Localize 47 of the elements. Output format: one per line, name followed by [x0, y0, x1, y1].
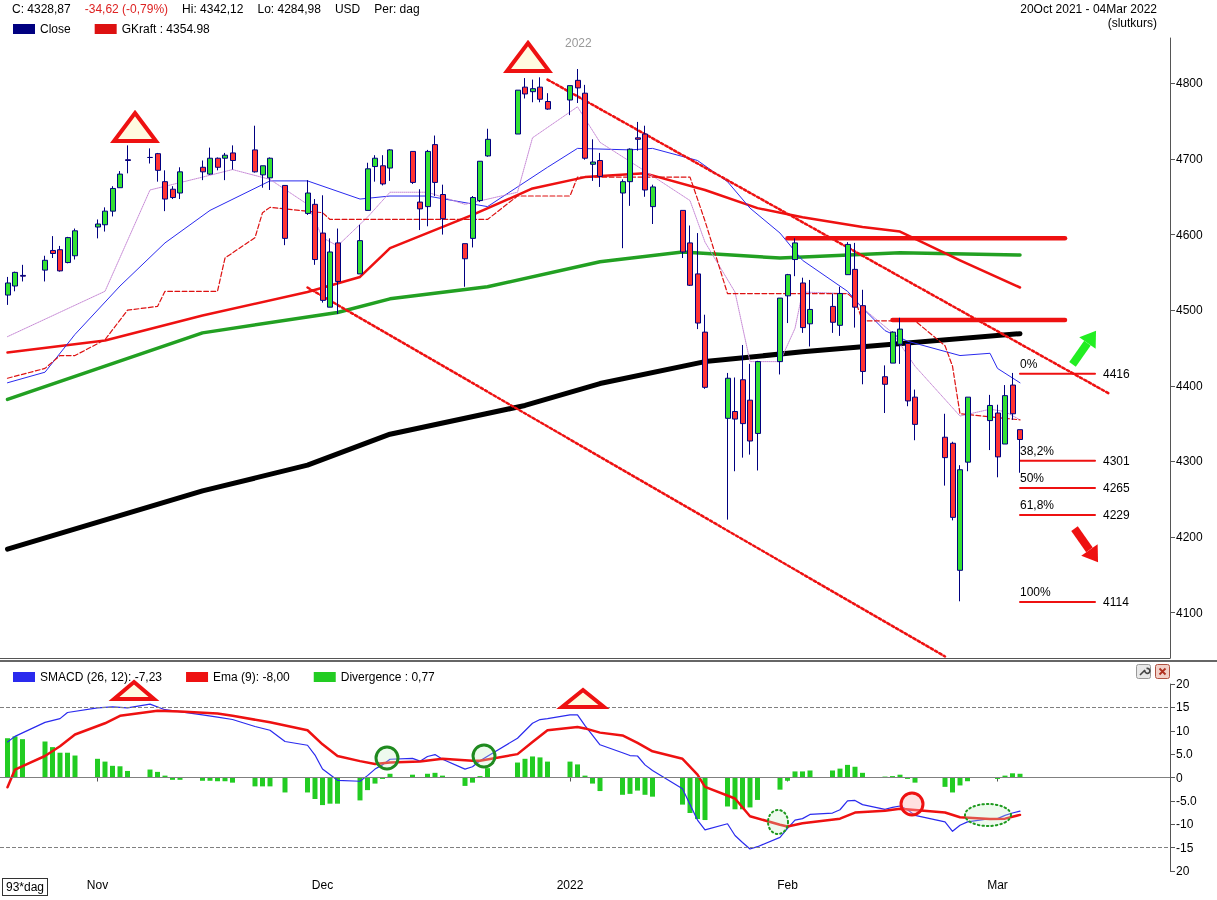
legend-label: GKraft : 4354.98: [121, 22, 211, 36]
text: 93*dag: [2, 878, 49, 896]
y-tick-label: 4700: [1176, 151, 1204, 166]
x-tick-label: Mar: [987, 878, 1008, 892]
y-tick-label: -15: [1176, 840, 1194, 855]
y-tick-label: 0: [1176, 770, 1183, 785]
y-tick-label: 5.0: [1176, 747, 1194, 762]
text: Hi: 4342,12: [182, 2, 244, 16]
x-tick-label: Dec: [311, 878, 334, 892]
data-label: 4301: [1103, 453, 1131, 468]
legend-label: Close: [40, 22, 72, 36]
y-tick-label: -5.0: [1176, 793, 1197, 808]
data-label: 4114: [1103, 595, 1130, 610]
series-label: 61,8%: [1020, 498, 1055, 513]
legend-label: SMACD (26, 12): -7,23: [40, 670, 163, 684]
series-label: 100%: [1020, 585, 1052, 600]
text: Per: dag: [374, 2, 420, 16]
y-tick-label: 20: [1176, 677, 1190, 691]
x-tick-label: 2022: [556, 878, 584, 892]
text: -34,62 (-0,79%): [84, 2, 169, 16]
x-tick-label: Feb: [777, 878, 799, 892]
annotation: 2022: [565, 36, 592, 50]
x-tick-label: Nov: [86, 878, 109, 892]
text: Lo: 4284,98: [257, 2, 321, 16]
y-tick-label: 4200: [1176, 530, 1204, 545]
y-tick-label: 4600: [1176, 227, 1204, 242]
y-tick-label: 15: [1176, 700, 1190, 715]
legend-label: Divergence : 0,77: [340, 670, 436, 684]
data-label: 4416: [1103, 366, 1131, 381]
text: 20Oct 2021 - 04Mar 2022: [1020, 2, 1157, 16]
y-tick-label: 4100: [1176, 605, 1204, 620]
text: C: 4328,87: [12, 2, 71, 16]
y-tick-label: 4500: [1176, 303, 1204, 318]
y-tick-label: 4400: [1176, 378, 1204, 393]
y-tick-label: 20: [1176, 864, 1190, 878]
text: USD: [334, 2, 361, 16]
y-tick-label: -10: [1176, 817, 1194, 832]
text: (slutkurs): [1106, 16, 1157, 30]
series-label: 0%: [1020, 356, 1038, 371]
y-tick-label: 4800: [1176, 76, 1204, 91]
data-label: 4265: [1103, 480, 1131, 495]
series-label: 38,2%: [1020, 443, 1055, 458]
y-tick-label: 4300: [1176, 454, 1204, 469]
y-tick-label: 10: [1176, 723, 1190, 738]
series-label: 50%: [1020, 470, 1045, 485]
data-label: 4229: [1103, 508, 1131, 523]
legend-label: Ema (9): -8,00: [213, 670, 291, 684]
